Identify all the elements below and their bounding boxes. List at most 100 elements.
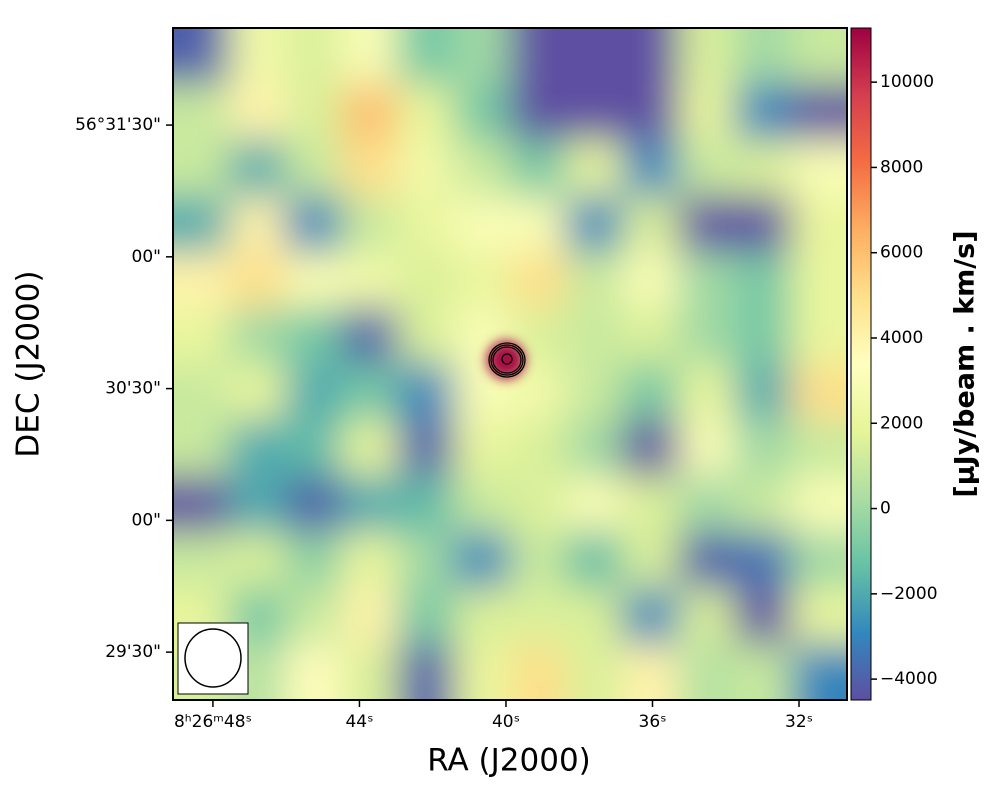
map-cell: [397, 196, 455, 253]
map-cell: [341, 588, 399, 645]
colorbar: [850, 27, 872, 701]
map-cell: [790, 644, 847, 700]
map-cell: [678, 588, 736, 645]
map-cell: [622, 196, 679, 253]
map-cell: [173, 196, 230, 253]
map: [173, 28, 847, 700]
map-cell: [341, 420, 399, 477]
x-axis-label: RA (J2000): [427, 743, 591, 779]
map-cell: [678, 196, 736, 253]
map-cell: [397, 420, 455, 477]
map-cell: [678, 364, 736, 421]
map-cell: [397, 588, 455, 645]
map-cell: [790, 532, 847, 589]
map-cell: [229, 420, 286, 477]
map-cell: [734, 140, 792, 197]
y-axis-label: DEC (J2000): [11, 270, 47, 457]
map-cell: [566, 476, 623, 533]
map-cell: [622, 588, 679, 645]
map-cell: [566, 364, 623, 421]
map-cell: [510, 140, 567, 197]
map-cell: [341, 196, 399, 253]
map-cell: [622, 252, 679, 309]
map-cell: [678, 140, 736, 197]
map-cell: [397, 84, 455, 141]
map-cell: [173, 252, 230, 309]
map-cell: [566, 588, 623, 645]
map-cell: [229, 476, 286, 533]
map-cell: [285, 364, 342, 421]
map-cell: [341, 364, 399, 421]
map-cell: [510, 588, 567, 645]
map-cell: [566, 196, 623, 253]
map-cell: [397, 532, 455, 589]
map-cell: [397, 252, 455, 309]
map-cell: [566, 308, 623, 365]
map-cell: [510, 28, 567, 85]
map-cell: [622, 140, 679, 197]
map-cell: [790, 308, 847, 365]
map-cell: [453, 28, 511, 85]
map-cell: [510, 196, 567, 253]
map-cell: [229, 84, 286, 141]
map-cell: [734, 308, 792, 365]
map-cell: [397, 140, 455, 197]
map-cell: [678, 420, 736, 477]
y-tick-label: 56°31'30": [75, 115, 161, 135]
map-cell: [173, 28, 230, 85]
map-cell: [453, 140, 511, 197]
colorbar-tick-label: −4000: [880, 669, 938, 689]
colorbar-tick-label: 10000: [880, 72, 934, 92]
map-cell: [453, 476, 511, 533]
map-cell: [622, 644, 679, 700]
map-cell: [173, 476, 230, 533]
map-cell: [622, 476, 679, 533]
map-cell: [566, 140, 623, 197]
map-cell: [734, 252, 792, 309]
map-cell: [566, 532, 623, 589]
map-cell: [622, 364, 679, 421]
beam: [177, 622, 249, 695]
map-cell: [453, 420, 511, 477]
map-cell: [285, 84, 342, 141]
map-cell: [229, 140, 286, 197]
map-cell: [790, 84, 847, 141]
map-cell: [790, 420, 847, 477]
map-cell: [734, 532, 792, 589]
map-cell: [566, 28, 623, 85]
map-cell: [453, 196, 511, 253]
map-cell: [510, 420, 567, 477]
map-cell: [285, 476, 342, 533]
map-cell: [678, 252, 736, 309]
contours: [488, 342, 526, 378]
map-cell: [622, 28, 679, 85]
map-cell: [285, 28, 342, 85]
map-cell: [734, 644, 792, 700]
map-cell: [734, 28, 792, 85]
map-cell: [229, 308, 286, 365]
map-cell: [341, 644, 399, 700]
x-tick-label: 44ˢ: [345, 712, 373, 732]
map-cell: [678, 28, 736, 85]
map-cell: [341, 308, 399, 365]
colorbar-tick-label: 6000: [880, 243, 923, 263]
map-cell: [790, 588, 847, 645]
map-cell: [734, 588, 792, 645]
map-cell: [678, 532, 736, 589]
map-cell: [566, 84, 623, 141]
x-tick-label: 8ʰ26ᵐ48ˢ: [174, 712, 252, 732]
map-cell: [453, 84, 511, 141]
map-cell: [734, 84, 792, 141]
map-cell: [734, 364, 792, 421]
map-cell: [510, 644, 567, 700]
colorbar-tick-label: −2000: [880, 584, 938, 604]
map-cell: [229, 196, 286, 253]
map-cell: [734, 196, 792, 253]
map-cell: [790, 476, 847, 533]
map-cell: [229, 252, 286, 309]
map-cell: [678, 308, 736, 365]
map-cell: [622, 420, 679, 477]
map-cell: [341, 84, 399, 141]
map-cell: [341, 476, 399, 533]
map-cell: [173, 84, 230, 141]
